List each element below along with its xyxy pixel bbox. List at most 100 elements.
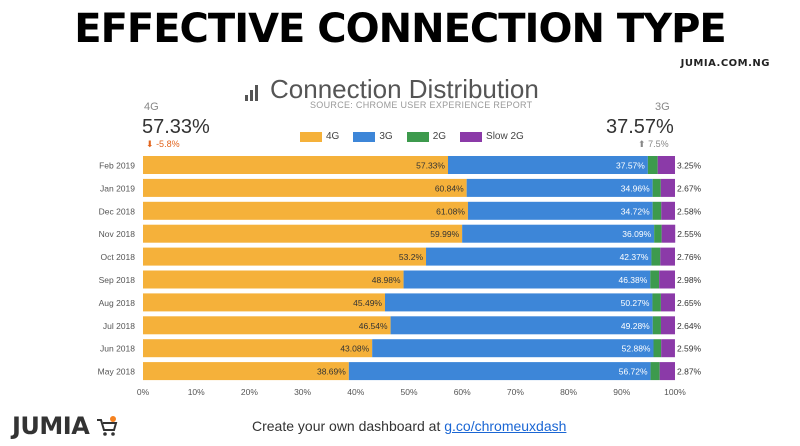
bar-2g-may-2018 xyxy=(650,362,660,381)
bar-4g-nov-2018 xyxy=(143,224,463,243)
stacked-bar-chart: Feb 2019 57.33% 37.57% 3.25% Jan 2019 60.84% 3… xyxy=(98,156,702,397)
data-label-4g-oct-2018: 53.2% xyxy=(399,252,424,262)
category-label-nov-2018: Nov 2018 xyxy=(99,229,136,239)
bar-2g-dec-2018 xyxy=(652,201,662,220)
legend-item-slow-2g[interactable]: Slow 2G xyxy=(460,131,524,142)
bar-slow-2g-feb-2019 xyxy=(657,156,675,174)
data-label-slow-2g-jul-2018: 2.64% xyxy=(677,321,702,331)
cta-link[interactable]: g.co/chromeuxdash xyxy=(444,418,567,434)
kpi-left-value: 57.33% xyxy=(142,116,210,138)
x-tick-label-2: 20% xyxy=(241,387,258,397)
legend-swatch-3g xyxy=(353,131,376,142)
legend-item-3g[interactable]: 3G xyxy=(353,131,393,142)
legend-swatch-2g xyxy=(406,131,429,142)
data-label-4g-jun-2018: 43.08% xyxy=(340,344,369,354)
bar-4g-feb-2019 xyxy=(143,156,448,174)
cart-icon xyxy=(97,416,118,436)
data-label-3g-oct-2018: 42.37% xyxy=(620,252,649,262)
category-label-jul-2018: Jul 2018 xyxy=(103,321,135,331)
bar-4g-jan-2019 xyxy=(143,178,467,197)
legend-label-4g: 4G xyxy=(326,131,340,142)
legend-label-2g: 2G xyxy=(432,131,447,142)
category-label-oct-2018: Oct 2018 xyxy=(101,252,136,262)
bar-slow-2g-oct-2018 xyxy=(660,247,675,266)
data-label-slow-2g-jan-2019: 2.67% xyxy=(677,183,702,193)
jumia-logo: JUMIA xyxy=(12,412,90,440)
bar-slow-2g-aug-2018 xyxy=(660,293,675,312)
bar-slow-2g-jan-2019 xyxy=(660,178,675,197)
kpi-right-delta-value: 7.5% xyxy=(648,139,669,149)
data-label-slow-2g-oct-2018: 2.76% xyxy=(677,252,702,262)
data-label-4g-dec-2018: 61.08% xyxy=(436,206,465,216)
x-tick-label-5: 50% xyxy=(400,387,417,397)
chart-source: SOURCE: CHROME USER EXPERIENCE REPORT xyxy=(310,100,533,110)
bar-slow-2g-nov-2018 xyxy=(661,224,676,243)
chart-title: Connection Distribution xyxy=(270,74,539,104)
bar-3g-nov-2018 xyxy=(462,224,655,243)
bar-3g-jul-2018 xyxy=(390,316,653,335)
legend-swatch-4g xyxy=(300,131,322,142)
kpi-right-label: 3G xyxy=(655,101,670,113)
legend-item-4g[interactable]: 4G xyxy=(300,131,339,142)
data-label-slow-2g-dec-2018: 2.58% xyxy=(677,206,702,216)
data-label-3g-aug-2018: 50.27% xyxy=(621,298,650,308)
bar-chart-icon xyxy=(245,85,258,101)
bar-3g-aug-2018 xyxy=(385,293,653,312)
legend-swatch-slow-2g xyxy=(460,131,483,142)
slide-footer: JUMIA Create your own dashboard at g.co/… xyxy=(0,406,800,446)
data-label-4g-jan-2019: 60.84% xyxy=(435,183,464,193)
data-label-3g-dec-2018: 34.72% xyxy=(621,206,650,216)
bar-4g-jul-2018 xyxy=(143,316,391,335)
data-label-slow-2g-nov-2018: 2.55% xyxy=(677,229,702,239)
slide-headline: EFFECTIVE CONNECTION TYPE xyxy=(74,6,726,52)
x-tick-label-8: 80% xyxy=(560,387,577,397)
category-label-dec-2018: Dec 2018 xyxy=(99,206,136,216)
bar-3g-sep-2018 xyxy=(403,270,651,289)
x-tick-label-4: 40% xyxy=(347,387,364,397)
up-arrow-icon: ⬆ xyxy=(638,139,646,149)
bar-4g-dec-2018 xyxy=(143,201,468,220)
x-tick-label-7: 70% xyxy=(507,387,524,397)
legend-item-2g[interactable]: 2G xyxy=(406,131,447,142)
bar-slow-2g-sep-2018 xyxy=(659,270,675,289)
chart-title-group: Connection Distribution xyxy=(245,74,539,105)
dashboard-cta: Create your own dashboard at g.co/chrome… xyxy=(252,418,566,434)
x-tick-label-9: 90% xyxy=(613,387,630,397)
data-label-slow-2g-aug-2018: 2.65% xyxy=(677,298,702,308)
data-label-3g-may-2018: 56.72% xyxy=(619,367,648,377)
bar-slow-2g-may-2018 xyxy=(659,362,675,381)
bar-slow-2g-jul-2018 xyxy=(660,316,675,335)
legend-label-3g: 3G xyxy=(379,131,393,142)
data-label-3g-nov-2018: 36.09% xyxy=(622,229,651,239)
data-label-4g-nov-2018: 59.99% xyxy=(430,229,459,239)
bar-4g-may-2018 xyxy=(143,362,349,381)
bar-4g-sep-2018 xyxy=(143,270,404,289)
category-label-may-2018: May 2018 xyxy=(98,367,136,377)
x-tick-label-0: 0% xyxy=(137,387,150,397)
data-label-3g-feb-2019: 37.57% xyxy=(616,161,645,171)
data-label-4g-jul-2018: 46.54% xyxy=(359,321,388,331)
bar-2g-jun-2018 xyxy=(653,339,662,358)
legend-label-slow-2g: Slow 2G xyxy=(486,131,524,142)
category-label-jan-2019: Jan 2019 xyxy=(100,183,135,193)
data-label-4g-aug-2018: 45.49% xyxy=(353,298,382,308)
bar-3g-jan-2019 xyxy=(466,178,653,197)
data-label-3g-jan-2019: 34.96% xyxy=(621,183,650,193)
kpi-right-delta: ⬆ 7.5% xyxy=(638,139,669,150)
category-label-jun-2018: Jun 2018 xyxy=(100,344,135,354)
x-tick-label-3: 30% xyxy=(294,387,311,397)
bar-4g-oct-2018 xyxy=(143,247,427,266)
data-label-slow-2g-may-2018: 2.87% xyxy=(677,367,702,377)
x-tick-label-6: 60% xyxy=(454,387,471,397)
bar-4g-jun-2018 xyxy=(143,339,373,358)
bar-2g-jul-2018 xyxy=(652,316,661,335)
cta-text: Create your own dashboard at xyxy=(252,418,445,434)
down-arrow-icon: ⬇ xyxy=(146,139,154,149)
data-label-slow-2g-jun-2018: 2.59% xyxy=(677,344,702,354)
data-label-3g-sep-2018: 46.38% xyxy=(618,275,647,285)
bar-2g-feb-2019 xyxy=(647,156,658,174)
bar-3g-may-2018 xyxy=(348,362,651,381)
site-label: JUMIA.COM.NG xyxy=(680,58,770,69)
bar-3g-dec-2018 xyxy=(467,201,653,220)
kpi-right-value: 37.57% xyxy=(606,116,674,138)
